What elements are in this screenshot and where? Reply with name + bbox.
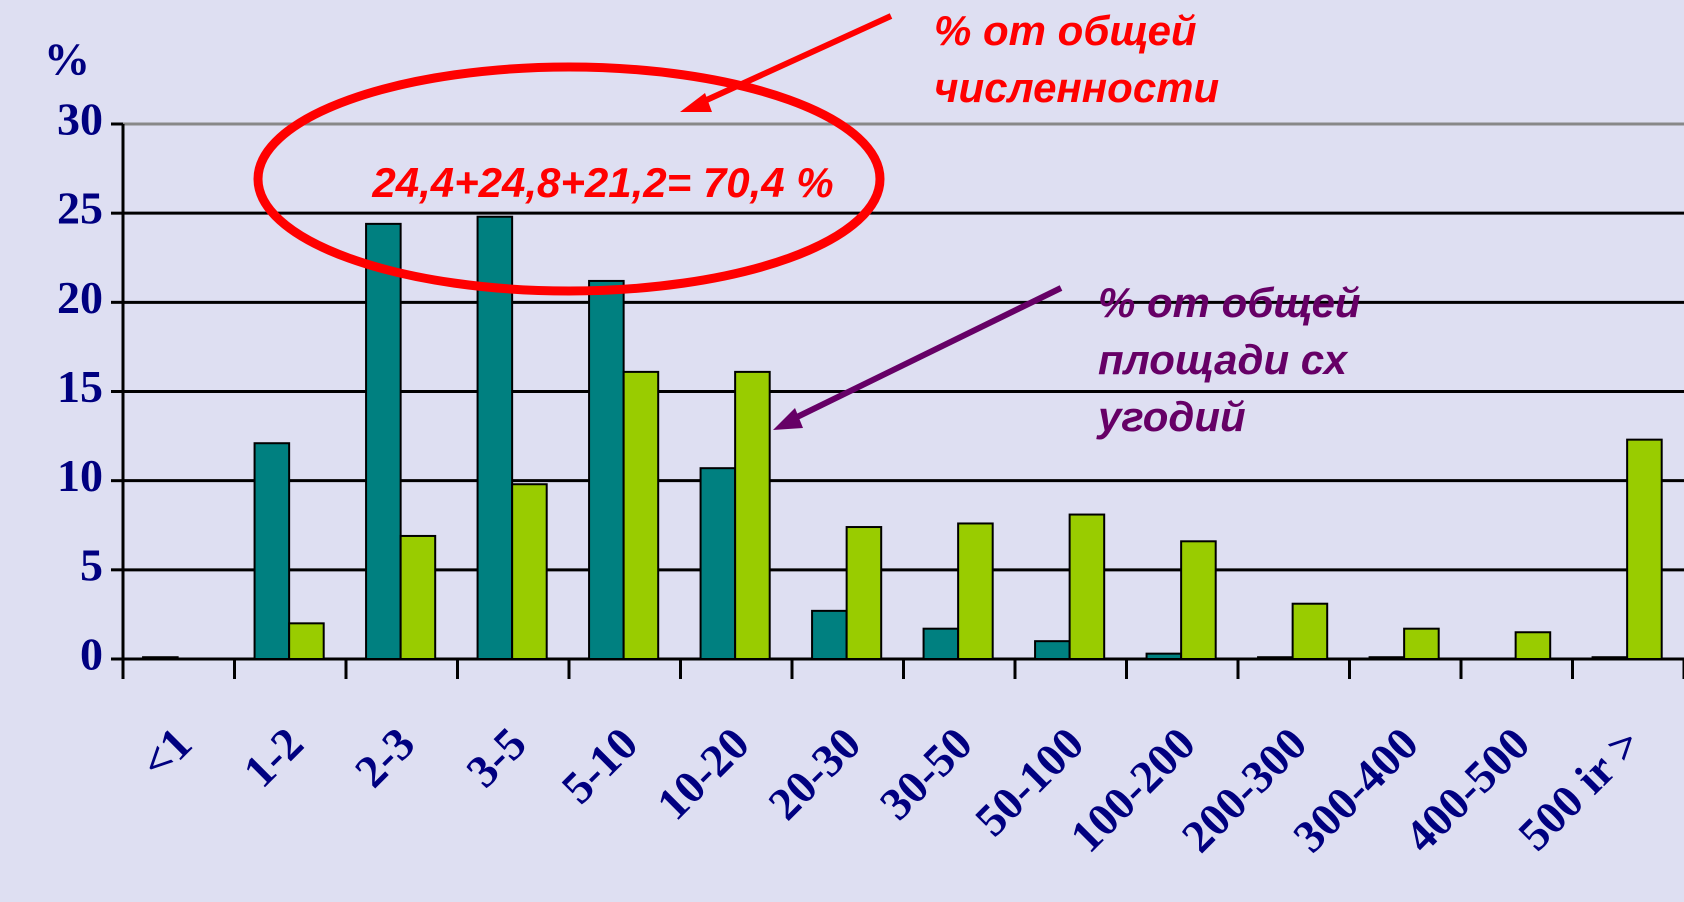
annotation: численности (934, 64, 1219, 111)
bar (399, 534, 437, 661)
x-tick-label: 30-50 (870, 717, 982, 829)
bar (811, 609, 848, 660)
bar (511, 483, 548, 660)
bar (142, 656, 179, 661)
bar (588, 279, 625, 660)
bar (288, 622, 325, 660)
y-tick-label: 15 (57, 361, 103, 412)
arrow-line (698, 13, 893, 106)
x-tick-label: 200-300 (1172, 717, 1316, 861)
plot: 0 5 10 15 20 25 30 <1 1-2 2-3 3-5 5-10 10-20 20-30 30-… (57, 94, 1684, 862)
bar (365, 222, 402, 660)
bar (1403, 627, 1440, 661)
y-tick-label: 5 (80, 539, 103, 590)
arrow-head (773, 408, 803, 430)
y-tick-label: 20 (57, 272, 103, 323)
bar (699, 467, 737, 660)
arrow-line (793, 285, 1063, 421)
bar (1368, 656, 1406, 661)
bar (622, 370, 660, 660)
bar (957, 522, 994, 661)
arrow-head (680, 93, 712, 112)
x-tick-label: <1 (130, 717, 201, 788)
x-tick-label: 2-3 (345, 717, 424, 796)
x-tick-label: 10-20 (647, 717, 759, 829)
y-tick-label: 25 (57, 183, 103, 234)
bar (1514, 631, 1552, 660)
x-tick-label: 20-30 (758, 717, 870, 829)
annotation: площади сх (1098, 336, 1349, 383)
x-tick-label: 100-200 (1060, 717, 1204, 861)
bar (1068, 513, 1106, 660)
bar (1180, 540, 1217, 660)
x-tick-label: 1-2 (233, 717, 312, 796)
x-tick-label: 300-400 (1283, 717, 1427, 861)
y-tick-label: 10 (57, 450, 103, 501)
bar (1626, 438, 1663, 660)
bar (253, 442, 291, 661)
bar (1591, 656, 1629, 661)
x-tick-label: 500 ir > (1508, 717, 1651, 860)
x-tick-label: 3-5 (456, 717, 535, 796)
x-tick-label: 5-10 (552, 717, 648, 813)
y-tick-label: 30 (57, 94, 103, 145)
annotation: % от общей (1098, 279, 1361, 326)
x-tick-label: 400-500 (1395, 717, 1539, 861)
bar (1257, 656, 1294, 661)
annotation: 24,4+24,8+21,2= 70,4 % (371, 159, 833, 206)
bar (922, 627, 960, 661)
bar (734, 370, 771, 660)
y-axis-label: % (44, 34, 90, 85)
annotation: угодий (1096, 393, 1246, 440)
bar (845, 526, 883, 660)
bar (1291, 602, 1329, 661)
y-tick-label: 0 (80, 629, 103, 680)
highlight-ellipse (253, 62, 885, 296)
bar (1034, 640, 1071, 661)
bar (1145, 652, 1183, 661)
annotation: % от общей (934, 7, 1197, 54)
